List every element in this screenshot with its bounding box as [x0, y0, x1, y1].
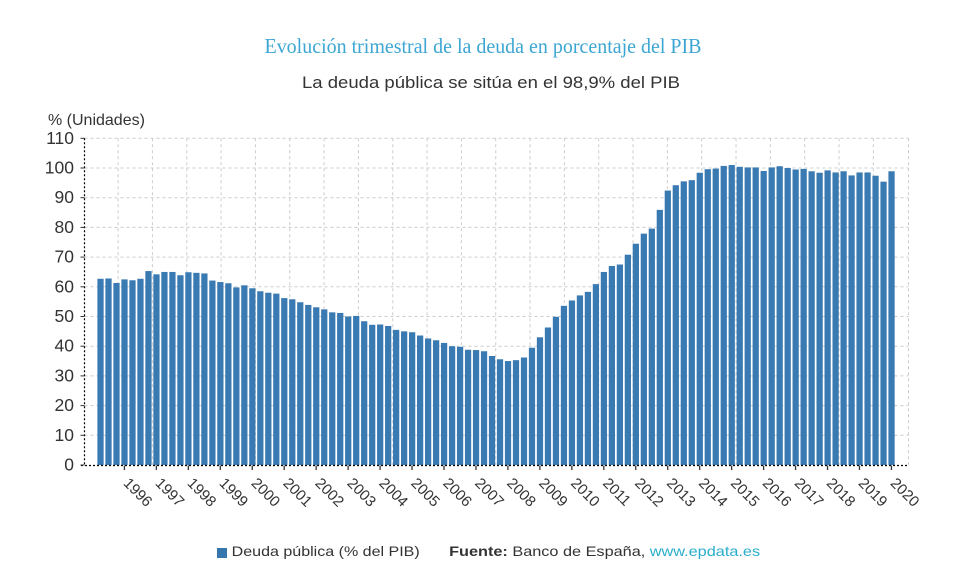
svg-text:50: 50: [55, 306, 75, 326]
svg-text:% (Unidades): % (Unidades): [48, 112, 145, 129]
svg-text:La deuda pública se sitúa en e: La deuda pública se sitúa en el 98,9% de…: [302, 73, 680, 92]
svg-text:30: 30: [55, 365, 75, 385]
svg-text:100: 100: [45, 158, 74, 178]
svg-text:0: 0: [64, 455, 74, 475]
svg-text:80: 80: [55, 217, 75, 237]
svg-text:90: 90: [55, 187, 75, 207]
svg-text:Deuda pública (% del PIB): Deuda pública (% del PIB): [232, 543, 420, 559]
svg-text:60: 60: [55, 276, 75, 296]
svg-text:Fuente: Banco de España, www.e: Fuente: Banco de España, www.epdata.es: [449, 543, 760, 559]
svg-text:70: 70: [55, 247, 75, 267]
svg-text:10: 10: [55, 425, 75, 445]
svg-text:40: 40: [55, 336, 75, 356]
svg-text:20: 20: [55, 395, 75, 415]
svg-text:Evolución trimestral de la deu: Evolución trimestral de la deuda en porc…: [265, 34, 702, 58]
svg-text:110: 110: [46, 128, 74, 148]
